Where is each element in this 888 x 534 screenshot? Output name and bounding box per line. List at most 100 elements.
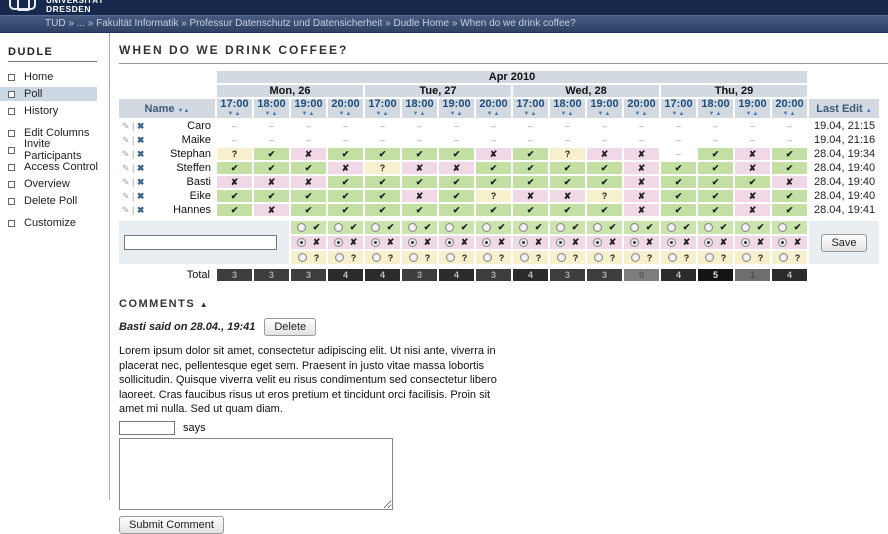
sidebar-item-delete-poll[interactable]: Delete Poll	[0, 194, 109, 208]
vote-option-no[interactable]: ✘	[439, 236, 474, 249]
radio-yes[interactable]	[481, 223, 491, 232]
sidebar-item-invite-participants[interactable]: Invite Participants	[0, 138, 109, 162]
radio-no[interactable]	[444, 238, 454, 247]
vote-option-maybe[interactable]: ?	[439, 251, 474, 264]
vote-option-yes[interactable]: ✔	[661, 221, 696, 234]
vote-option-yes[interactable]: ✔	[735, 221, 770, 234]
sidebar-item-home[interactable]: Home	[0, 70, 109, 84]
radio-maybe[interactable]	[371, 253, 381, 262]
radio-maybe[interactable]	[408, 253, 418, 262]
edit-entry-icon[interactable]: ✎	[122, 204, 130, 215]
radio-no[interactable]	[777, 238, 787, 247]
sort-time-icon[interactable]: ▼▲	[634, 111, 649, 117]
vote-option-yes[interactable]: ✔	[476, 221, 511, 234]
vote-option-maybe[interactable]: ?	[772, 251, 807, 264]
vote-option-maybe[interactable]: ?	[698, 251, 733, 264]
sort-time-icon[interactable]: ▼▲	[375, 111, 390, 117]
vote-option-maybe[interactable]: ?	[513, 251, 548, 264]
sort-time-icon[interactable]: ▼▲	[597, 111, 612, 117]
sort-time-icon[interactable]: ▼▲	[264, 111, 279, 117]
vote-option-no[interactable]: ✘	[513, 236, 548, 249]
vote-option-yes[interactable]: ✔	[328, 221, 363, 234]
radio-no[interactable]	[296, 238, 306, 247]
vote-option-maybe[interactable]: ?	[365, 251, 400, 264]
sort-time-icon[interactable]: ▼▲	[560, 111, 575, 117]
radio-maybe[interactable]	[445, 253, 455, 262]
sidebar-item-customize[interactable]: Customize	[0, 216, 109, 230]
vote-option-maybe[interactable]: ?	[291, 251, 326, 264]
sort-name-icon[interactable]: ▼▲	[177, 107, 190, 114]
radio-no[interactable]	[481, 238, 491, 247]
delete-entry-icon[interactable]: ✖	[136, 148, 145, 159]
radio-no[interactable]	[518, 238, 528, 247]
sidebar-item-access-control[interactable]: Access Control	[0, 160, 109, 174]
radio-no[interactable]	[333, 238, 343, 247]
vote-option-yes[interactable]: ✔	[365, 221, 400, 234]
sidebar-item-overview[interactable]: Overview	[0, 177, 109, 191]
radio-yes[interactable]	[555, 223, 565, 232]
radio-maybe[interactable]	[593, 253, 603, 262]
sort-time-icon[interactable]: ▼▲	[745, 111, 760, 117]
delete-entry-icon[interactable]: ✖	[136, 176, 145, 187]
vote-option-no[interactable]: ✘	[698, 236, 733, 249]
radio-no[interactable]	[407, 238, 417, 247]
breadcrumb[interactable]: TUD » ... » Fakultät Informatik » Profes…	[45, 18, 576, 29]
radio-yes[interactable]	[518, 223, 528, 232]
sidebar-item-edit-columns[interactable]: Edit Columns	[0, 126, 109, 140]
edit-entry-icon[interactable]: ✎	[122, 148, 130, 159]
radio-maybe[interactable]	[556, 253, 566, 262]
sort-time-icon[interactable]: ▼▲	[782, 111, 797, 117]
radio-maybe[interactable]	[630, 253, 640, 262]
delete-entry-icon[interactable]: ✖	[136, 120, 145, 131]
edit-entry-icon[interactable]: ✎	[122, 134, 130, 145]
radio-maybe[interactable]	[741, 253, 751, 262]
vote-option-no[interactable]: ✘	[587, 236, 622, 249]
vote-option-yes[interactable]: ✔	[624, 221, 659, 234]
delete-entry-icon[interactable]: ✖	[136, 162, 145, 173]
radio-maybe[interactable]	[704, 253, 714, 262]
vote-option-no[interactable]: ✘	[661, 236, 696, 249]
sort-last-edit-icon[interactable]: ▲	[865, 107, 872, 114]
comments-sort-icon[interactable]: ▲	[199, 300, 210, 309]
sort-time-icon[interactable]: ▼▲	[708, 111, 723, 117]
vote-option-no[interactable]: ✘	[328, 236, 363, 249]
vote-option-yes[interactable]: ✔	[587, 221, 622, 234]
radio-yes[interactable]	[777, 223, 787, 232]
radio-maybe[interactable]	[482, 253, 492, 262]
radio-maybe[interactable]	[667, 253, 677, 262]
radio-no[interactable]	[555, 238, 565, 247]
vote-option-maybe[interactable]: ?	[587, 251, 622, 264]
vote-option-yes[interactable]: ✔	[550, 221, 585, 234]
radio-no[interactable]	[592, 238, 602, 247]
vote-option-maybe[interactable]: ?	[550, 251, 585, 264]
vote-option-no[interactable]: ✘	[365, 236, 400, 249]
radio-yes[interactable]	[592, 223, 602, 232]
vote-option-maybe[interactable]: ?	[735, 251, 770, 264]
delete-entry-icon[interactable]: ✖	[136, 134, 145, 145]
radio-no[interactable]	[666, 238, 676, 247]
sort-time-icon[interactable]: ▼▲	[227, 111, 242, 117]
comment-name-input[interactable]	[119, 420, 175, 435]
edit-entry-icon[interactable]: ✎	[122, 162, 130, 173]
radio-yes[interactable]	[370, 223, 380, 232]
submit-comment-button[interactable]: Submit Comment	[119, 515, 224, 534]
radio-yes[interactable]	[740, 223, 750, 232]
vote-option-maybe[interactable]: ?	[328, 251, 363, 264]
radio-maybe[interactable]	[519, 253, 529, 262]
vote-option-yes[interactable]: ✔	[513, 221, 548, 234]
vote-option-yes[interactable]: ✔	[772, 221, 807, 234]
radio-no[interactable]	[740, 238, 750, 247]
radio-yes[interactable]	[703, 223, 713, 232]
vote-option-maybe[interactable]: ?	[624, 251, 659, 264]
sort-time-icon[interactable]: ▼▲	[486, 111, 501, 117]
radio-no[interactable]	[703, 238, 713, 247]
sidebar-item-history[interactable]: History	[0, 104, 109, 118]
vote-option-no[interactable]: ✘	[402, 236, 437, 249]
vote-option-no[interactable]: ✘	[291, 236, 326, 249]
sort-time-icon[interactable]: ▼▲	[301, 111, 316, 117]
vote-option-no[interactable]: ✘	[550, 236, 585, 249]
radio-yes[interactable]	[407, 223, 417, 232]
radio-maybe[interactable]	[297, 253, 307, 262]
vote-option-maybe[interactable]: ?	[661, 251, 696, 264]
sort-time-icon[interactable]: ▼▲	[412, 111, 427, 117]
